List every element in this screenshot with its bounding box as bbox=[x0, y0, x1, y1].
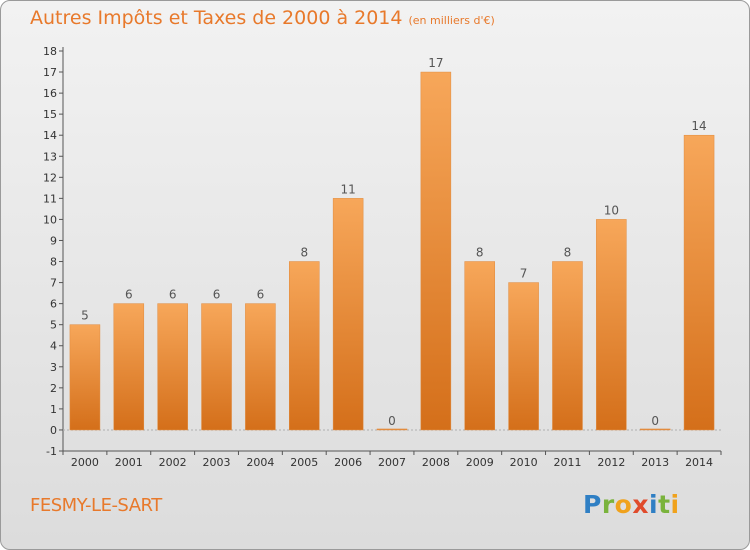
logo-letter: i bbox=[649, 490, 659, 519]
bar-2009 bbox=[464, 261, 495, 431]
bar-2014 bbox=[683, 134, 715, 431]
place-label: FESMY-LE-SART bbox=[30, 495, 162, 516]
data-label-2001: 6 bbox=[125, 288, 133, 302]
data-label-2003: 6 bbox=[213, 288, 221, 302]
y-tick-label: 14 bbox=[43, 129, 57, 142]
y-tick-label: 17 bbox=[43, 66, 57, 79]
y-tick-label: 9 bbox=[50, 234, 57, 247]
x-tick-label-2011: 2011 bbox=[553, 456, 581, 469]
y-tick-label: 2 bbox=[50, 382, 57, 395]
data-label-2009: 8 bbox=[476, 246, 484, 260]
data-label-2007: 0 bbox=[388, 414, 396, 428]
x-tick-label-2003: 2003 bbox=[203, 456, 231, 469]
logo-letter: o bbox=[614, 490, 633, 519]
y-tick-label: 4 bbox=[50, 340, 57, 353]
bar-2001 bbox=[113, 303, 145, 431]
y-tick-label: -1 bbox=[46, 445, 57, 458]
logo-letter: t bbox=[658, 490, 671, 519]
bar-2013 bbox=[639, 428, 671, 431]
data-label-2000: 5 bbox=[81, 309, 89, 323]
y-tick-label: 10 bbox=[43, 213, 57, 226]
data-label-2014: 14 bbox=[691, 119, 706, 133]
bar-2005 bbox=[289, 261, 320, 431]
data-label-2012: 10 bbox=[604, 203, 619, 217]
y-tick-label: 5 bbox=[50, 319, 57, 332]
data-label-2002: 6 bbox=[169, 288, 177, 302]
data-label-2010: 7 bbox=[520, 267, 528, 281]
chart-bars bbox=[69, 71, 715, 431]
x-tick-label-2009: 2009 bbox=[466, 456, 494, 469]
x-tick-label-2013: 2013 bbox=[641, 456, 669, 469]
y-tick-label: 0 bbox=[50, 424, 57, 437]
logo-letter: i bbox=[670, 490, 680, 519]
logo-letter: x bbox=[632, 490, 649, 519]
proxiti-logo: Proxiti bbox=[583, 490, 680, 519]
x-tick-label-2008: 2008 bbox=[422, 456, 450, 469]
y-tick-label: 12 bbox=[43, 171, 57, 184]
x-tick-label-2007: 2007 bbox=[378, 456, 406, 469]
x-tick-label-2001: 2001 bbox=[115, 456, 143, 469]
bar-2002 bbox=[157, 303, 188, 431]
bar-2012 bbox=[596, 219, 627, 431]
logo-letter: r bbox=[601, 490, 615, 519]
y-tick-label: 1 bbox=[50, 403, 57, 416]
y-tick-label: 6 bbox=[50, 298, 57, 311]
x-tick-label-2000: 2000 bbox=[71, 456, 99, 469]
data-label-2008: 17 bbox=[428, 56, 443, 70]
x-tick-label-2010: 2010 bbox=[510, 456, 538, 469]
x-tick-label-2012: 2012 bbox=[597, 456, 625, 469]
bar-2010 bbox=[508, 282, 539, 431]
data-label-2011: 8 bbox=[564, 246, 572, 260]
data-label-2013: 0 bbox=[651, 414, 659, 428]
y-tick-label: 13 bbox=[43, 150, 57, 163]
chart-title: Autres Impôts et Taxes de 2000 à 2014 (en… bbox=[30, 7, 495, 29]
x-tick-label-2006: 2006 bbox=[334, 456, 362, 469]
bar-2006 bbox=[332, 198, 364, 431]
y-tick-label: 15 bbox=[43, 108, 57, 121]
y-tick-label: 18 bbox=[43, 45, 57, 58]
x-tick-label-2014: 2014 bbox=[685, 456, 713, 469]
data-label-2006: 11 bbox=[340, 182, 355, 196]
x-tick-label-2004: 2004 bbox=[246, 456, 274, 469]
bar-2011 bbox=[552, 261, 583, 431]
chart-data-labels: 5 6 6 6 6 8 11 0 17 8 7 8 10 0 14 bbox=[81, 56, 707, 428]
x-tick-label-2002: 2002 bbox=[159, 456, 187, 469]
data-label-2005: 8 bbox=[300, 246, 308, 260]
bar-2007 bbox=[376, 428, 408, 431]
data-label-2004: 6 bbox=[257, 288, 265, 302]
bar-2008 bbox=[420, 71, 452, 431]
bar-2003 bbox=[201, 303, 232, 431]
y-tick-label: 16 bbox=[43, 87, 57, 100]
logo-letter: P bbox=[583, 490, 602, 519]
y-tick-label: 11 bbox=[43, 192, 57, 205]
bar-2000 bbox=[69, 324, 101, 431]
x-tick-label-2005: 2005 bbox=[290, 456, 318, 469]
chart-subtitle: (en milliers d'€) bbox=[408, 14, 495, 27]
y-tick-label: 3 bbox=[50, 361, 57, 374]
y-tick-label: 7 bbox=[50, 277, 57, 290]
chart-title-text: Autres Impôts et Taxes de 2000 à 2014 bbox=[30, 7, 403, 29]
y-tick-label: 8 bbox=[50, 256, 57, 269]
bar-2004 bbox=[245, 303, 276, 431]
